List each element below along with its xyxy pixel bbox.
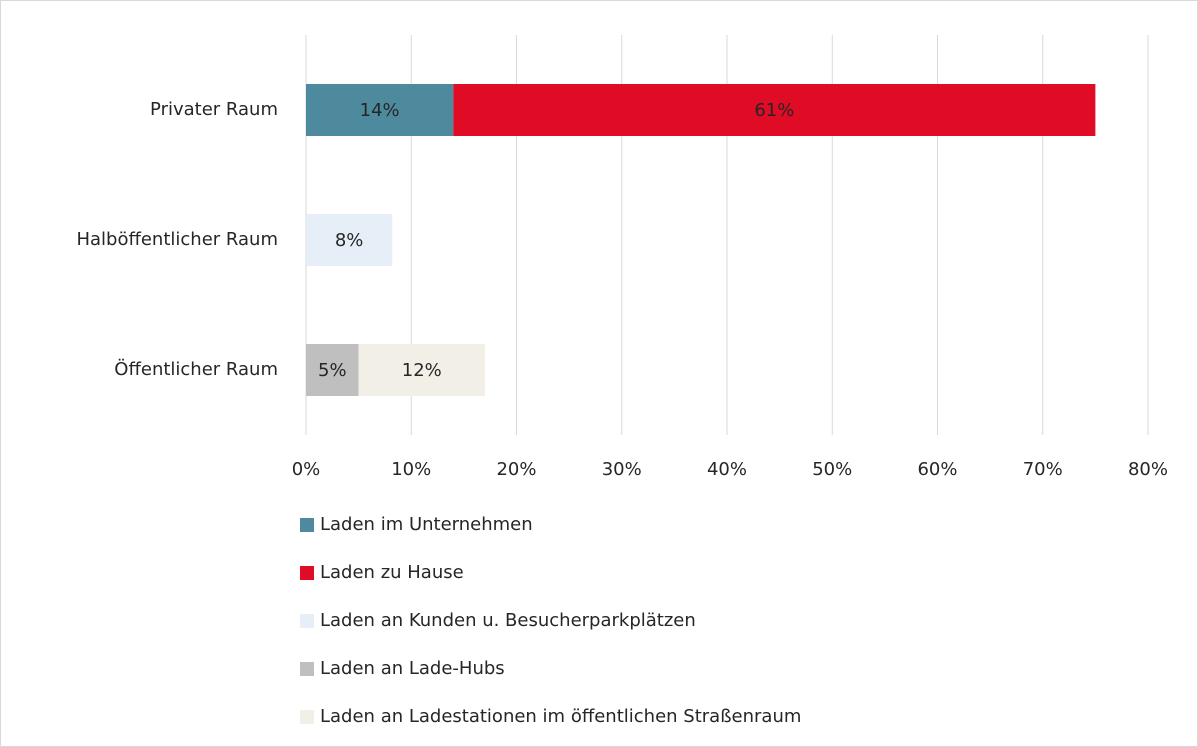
legend-swatch — [300, 662, 314, 676]
legend-label: Laden im Unternehmen — [320, 514, 533, 535]
y-tick-label: Öffentlicher Raum — [114, 358, 278, 380]
data-label: 12% — [402, 360, 442, 381]
x-tick-label: 80% — [1128, 459, 1168, 480]
legend-label: Laden an Kunden u. Besucherparkplätzen — [320, 610, 696, 631]
bar — [358, 344, 485, 396]
legend-label: Laden an Lade-Hubs — [320, 658, 505, 679]
y-tick-label: Privater Raum — [150, 99, 278, 120]
legend-swatch — [300, 614, 314, 628]
legend-label: Laden zu Hause — [320, 562, 464, 583]
x-tick-label: 40% — [707, 459, 747, 480]
legend-swatch — [300, 518, 314, 532]
x-tick-label: 30% — [602, 459, 642, 480]
bar — [453, 84, 1096, 136]
x-tick-label: 50% — [812, 459, 852, 480]
x-tick-label: 10% — [391, 459, 431, 480]
x-tick-label: 70% — [1023, 459, 1063, 480]
data-label: 14% — [360, 100, 400, 121]
x-tick-label: 0% — [292, 459, 321, 480]
legend-swatch — [300, 710, 314, 724]
x-tick-label: 60% — [917, 459, 957, 480]
data-label: 8% — [335, 230, 364, 251]
bar — [306, 214, 393, 266]
bar — [306, 84, 454, 136]
y-tick-label: Halböffentlicher Raum — [76, 229, 278, 250]
data-label: 61% — [754, 100, 794, 121]
data-label: 5% — [318, 360, 347, 381]
x-tick-label: 20% — [496, 459, 536, 480]
bar — [306, 344, 359, 396]
legend-swatch — [300, 566, 314, 580]
legend-label: Laden an Ladestationen im öffentlichen S… — [320, 706, 801, 727]
